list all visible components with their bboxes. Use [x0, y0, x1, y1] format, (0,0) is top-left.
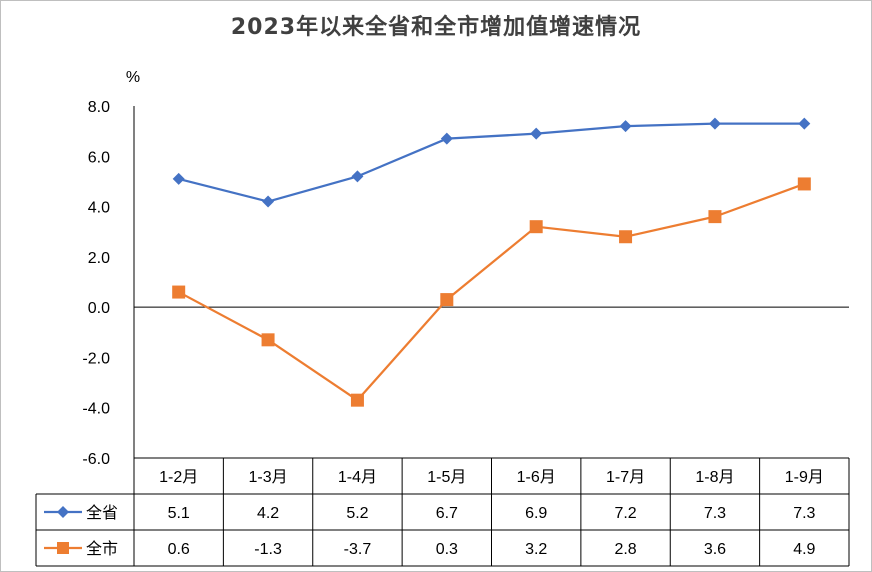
data-table-value: 3.2 — [525, 541, 547, 558]
x-tick-label: 1-6月 — [517, 469, 556, 486]
data-point — [530, 127, 543, 140]
y-tick-label: 4.0 — [88, 200, 110, 217]
data-point — [619, 120, 632, 133]
x-tick-label: 1-2月 — [159, 469, 198, 486]
chart-title: 2023年以来全省和全市增加值增速情况 — [231, 14, 641, 40]
legend-label: 全省 — [86, 504, 118, 522]
y-tick-label: 2.0 — [88, 250, 110, 267]
data-point — [172, 285, 186, 299]
legend-label: 全市 — [86, 540, 118, 558]
x-tick-label: 1-7月 — [606, 469, 645, 486]
x-tick-label: 1-8月 — [695, 469, 734, 486]
data-point — [440, 293, 454, 307]
data-table-value: 6.7 — [436, 505, 458, 522]
series-line-2 — [178, 182, 805, 402]
data-table-value: 5.2 — [346, 505, 368, 522]
data-table-value: 0.6 — [168, 541, 190, 558]
y-tick-label: -6.0 — [82, 451, 110, 468]
series-line-1 — [178, 122, 805, 203]
series-layer — [172, 117, 811, 407]
data-point — [708, 210, 722, 224]
data-point — [351, 170, 364, 183]
data-point — [350, 393, 364, 407]
y-axis-unit: % — [126, 69, 140, 86]
y-axis-ticks: 8.0 6.0 4.0 2.0 0.0 -2.0 -4.0 -6.0 — [82, 99, 110, 468]
data-table-value: -1.3 — [254, 541, 282, 558]
data-table-value: -3.7 — [344, 541, 372, 558]
data-point — [798, 117, 811, 130]
data-table-value: 3.6 — [704, 541, 726, 558]
data-point — [529, 220, 543, 234]
x-tick-label: 1-4月 — [338, 469, 377, 486]
data-point — [262, 195, 275, 208]
data-table-value: 7.3 — [793, 505, 815, 522]
axes — [133, 106, 849, 458]
data-point — [797, 177, 811, 191]
y-tick-label: 6.0 — [88, 149, 110, 166]
x-tick-label: 1-5月 — [427, 469, 466, 486]
data-table-value: 2.8 — [614, 541, 636, 558]
y-tick-label: -4.0 — [82, 401, 110, 418]
legend-key-marker — [57, 542, 69, 554]
data-table-value: 6.9 — [525, 505, 547, 522]
data-table-value: 5.1 — [168, 505, 190, 522]
data-point — [708, 117, 721, 130]
data-point — [172, 172, 185, 185]
x-tick-label: 1-9月 — [785, 469, 824, 486]
y-tick-label: 0.0 — [88, 300, 110, 317]
data-point — [440, 132, 453, 145]
y-tick-label: 8.0 — [88, 99, 110, 116]
data-point — [261, 333, 275, 347]
y-tick-label: -2.0 — [82, 350, 110, 367]
x-tick-label: 1-3月 — [248, 469, 287, 486]
data-table-value: 7.3 — [704, 505, 726, 522]
data-table-value: 7.2 — [614, 505, 636, 522]
data-point — [619, 230, 633, 244]
data-table-value: 4.9 — [793, 541, 815, 558]
legend-key-marker — [57, 506, 69, 518]
data-table-value: 0.3 — [436, 541, 458, 558]
data-table-value: 4.2 — [257, 505, 279, 522]
